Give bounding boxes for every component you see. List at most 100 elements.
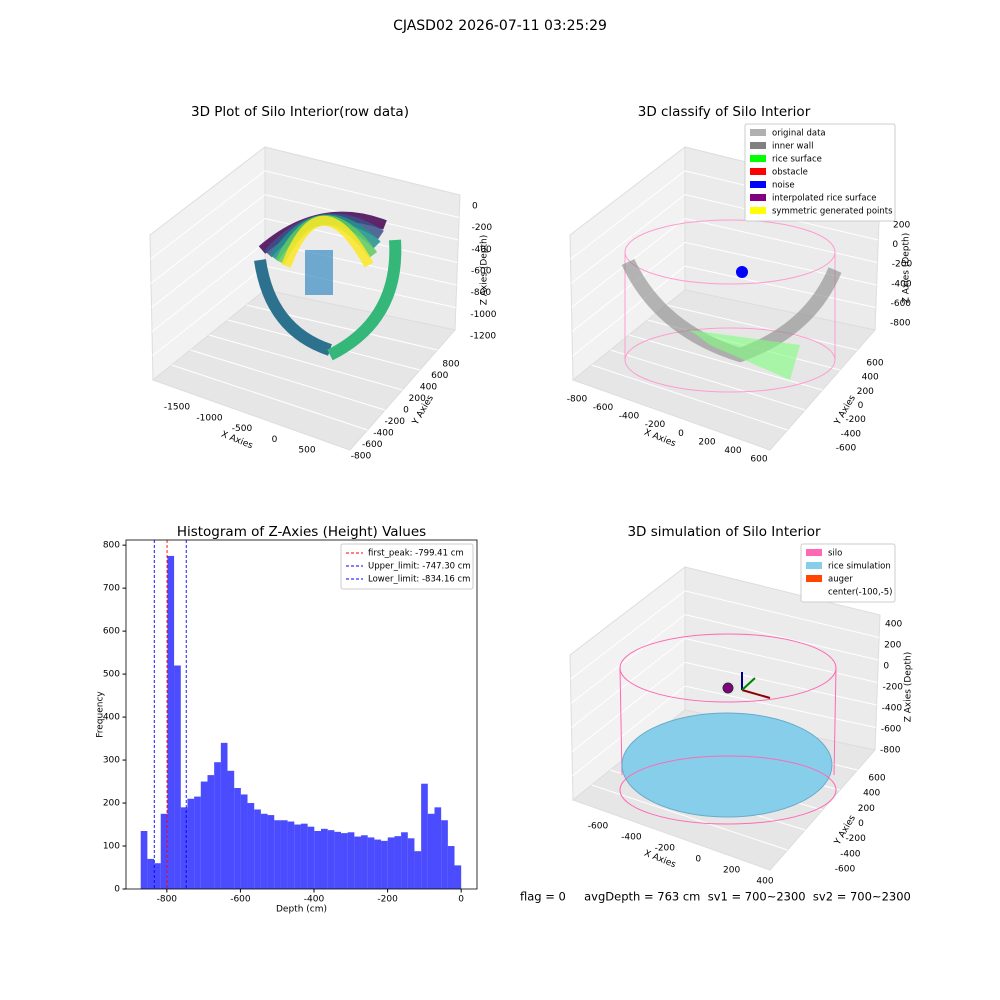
legend-label: original data [772,129,826,139]
x-tick-label: 0 [678,429,684,439]
x-tick-label: -400 [619,412,640,422]
y-axis-label: Frequency [96,691,106,738]
y-tick-label: -200 [845,834,866,844]
silo-side [833,667,837,776]
z-tick-label: -1200 [470,332,496,342]
histogram-bar [414,851,422,889]
legend-label: rice surface [772,155,822,165]
x-tick-label: 500 [298,446,315,456]
histogram-bar [300,823,308,889]
legend-swatch [806,575,822,582]
pane-grid [264,170,460,218]
cloud-arc [281,215,374,268]
histogram-bar [401,832,408,889]
histogram-bar [434,807,442,889]
pane-grid [610,349,806,411]
y-tick-label: -600 [835,865,856,875]
z-tick-label: 0 [472,202,478,212]
y-tick-label: -600 [836,444,857,454]
y-tick-label: 300 [103,756,120,766]
subplot-title: 3D classify of Silo Interior [638,104,811,120]
x-tick-label: -1500 [164,403,190,413]
x-tick-label: 200 [723,866,740,876]
cloud-arc [327,239,402,361]
x-tick-label: 400 [724,446,741,456]
x-tick-label: -200 [645,420,666,430]
rice-simulation [621,712,833,818]
z-tick-label: -400 [882,704,903,714]
pane-grid [684,614,879,661]
z-axis-label: Z Axies (Depth) [902,233,912,304]
legend-swatch [750,181,766,188]
pane-grid [684,685,876,728]
x-tick-label: -600 [593,403,614,413]
histogram-bar [147,858,155,889]
y-tick-label: 100 [103,842,120,852]
y-tick-label: 500 [103,670,120,680]
histogram-bar [447,846,455,889]
x-tick-label: -200 [655,844,676,854]
histogram-bar [347,832,355,889]
legend-label: inner wall [772,142,813,152]
pane-grid [684,265,876,308]
legend-label: center(-100,-5) [828,588,892,598]
z-tick-label: -600 [471,267,492,277]
x-tick-label: -400 [621,833,642,843]
legend-label: Lower_limit: -834.16 cm [368,575,470,585]
y-tick-label: 200 [103,799,120,809]
legend-label: rice simulation [828,562,891,572]
histogram-bar [367,837,375,889]
histogram-bar [200,781,208,889]
y-tick-label: 400 [862,373,879,383]
y-tick-label: 200 [858,804,875,814]
pane-grid [190,349,386,411]
pane-grid [684,218,878,263]
legend-frame [340,543,474,590]
z-tick-label: -1000 [470,310,496,320]
legend-label: silo [828,549,842,559]
y-tick-label: 600 [868,774,885,784]
y-tick-label: 400 [863,789,880,799]
y-tick-label: 600 [866,359,883,369]
histogram-bar [441,820,448,889]
legend-swatch [806,588,822,595]
legend-swatch [750,194,766,201]
y-tick-label: 400 [420,383,437,393]
subplot-title: Histogram of Z-Axies (Height) Values [177,524,426,540]
histogram-bar [154,863,161,889]
histogram-bar [374,839,382,889]
y-tick-label: 600 [103,627,120,637]
legend-swatch [750,129,766,136]
histogram-bar [427,813,435,889]
histogram-bar [421,783,428,889]
histogram-bar [294,824,301,889]
legend-frame [800,543,896,603]
histogram-bar [334,831,342,889]
histogram: Histogram of Z-Axies (Height) Values -800… [96,524,478,915]
histogram-bar [354,836,362,889]
z-tick-label: -400 [891,279,912,289]
legend-label: first_peak: -799.41 cm [368,549,464,559]
silo-ring [619,755,837,825]
pane-grid [571,241,686,333]
figure-title: CJASD02 2026-07-11 03:25:29 [393,18,607,34]
axes-frame [125,539,478,890]
histogram-bar [240,794,248,889]
pane-grid [684,590,880,638]
pane-grid [150,194,266,284]
histogram-bar [220,742,228,889]
z-tick-label: 0 [892,240,898,250]
pane-grid [571,661,686,753]
y-tick-label: 800 [442,360,459,370]
histogram-bar [287,821,295,889]
y-tick-label: 600 [431,371,448,381]
histogram-bar [167,555,175,889]
x-axis-label: Depth (cm) [276,905,327,915]
subplot-title: 3D Plot of Silo Interior(row data) [191,104,409,120]
y-tick-label: 400 [103,713,120,723]
pane-grid [570,194,686,284]
legend-swatch [750,142,766,149]
auger-axis [741,689,771,699]
y-tick-label: -400 [373,429,394,439]
